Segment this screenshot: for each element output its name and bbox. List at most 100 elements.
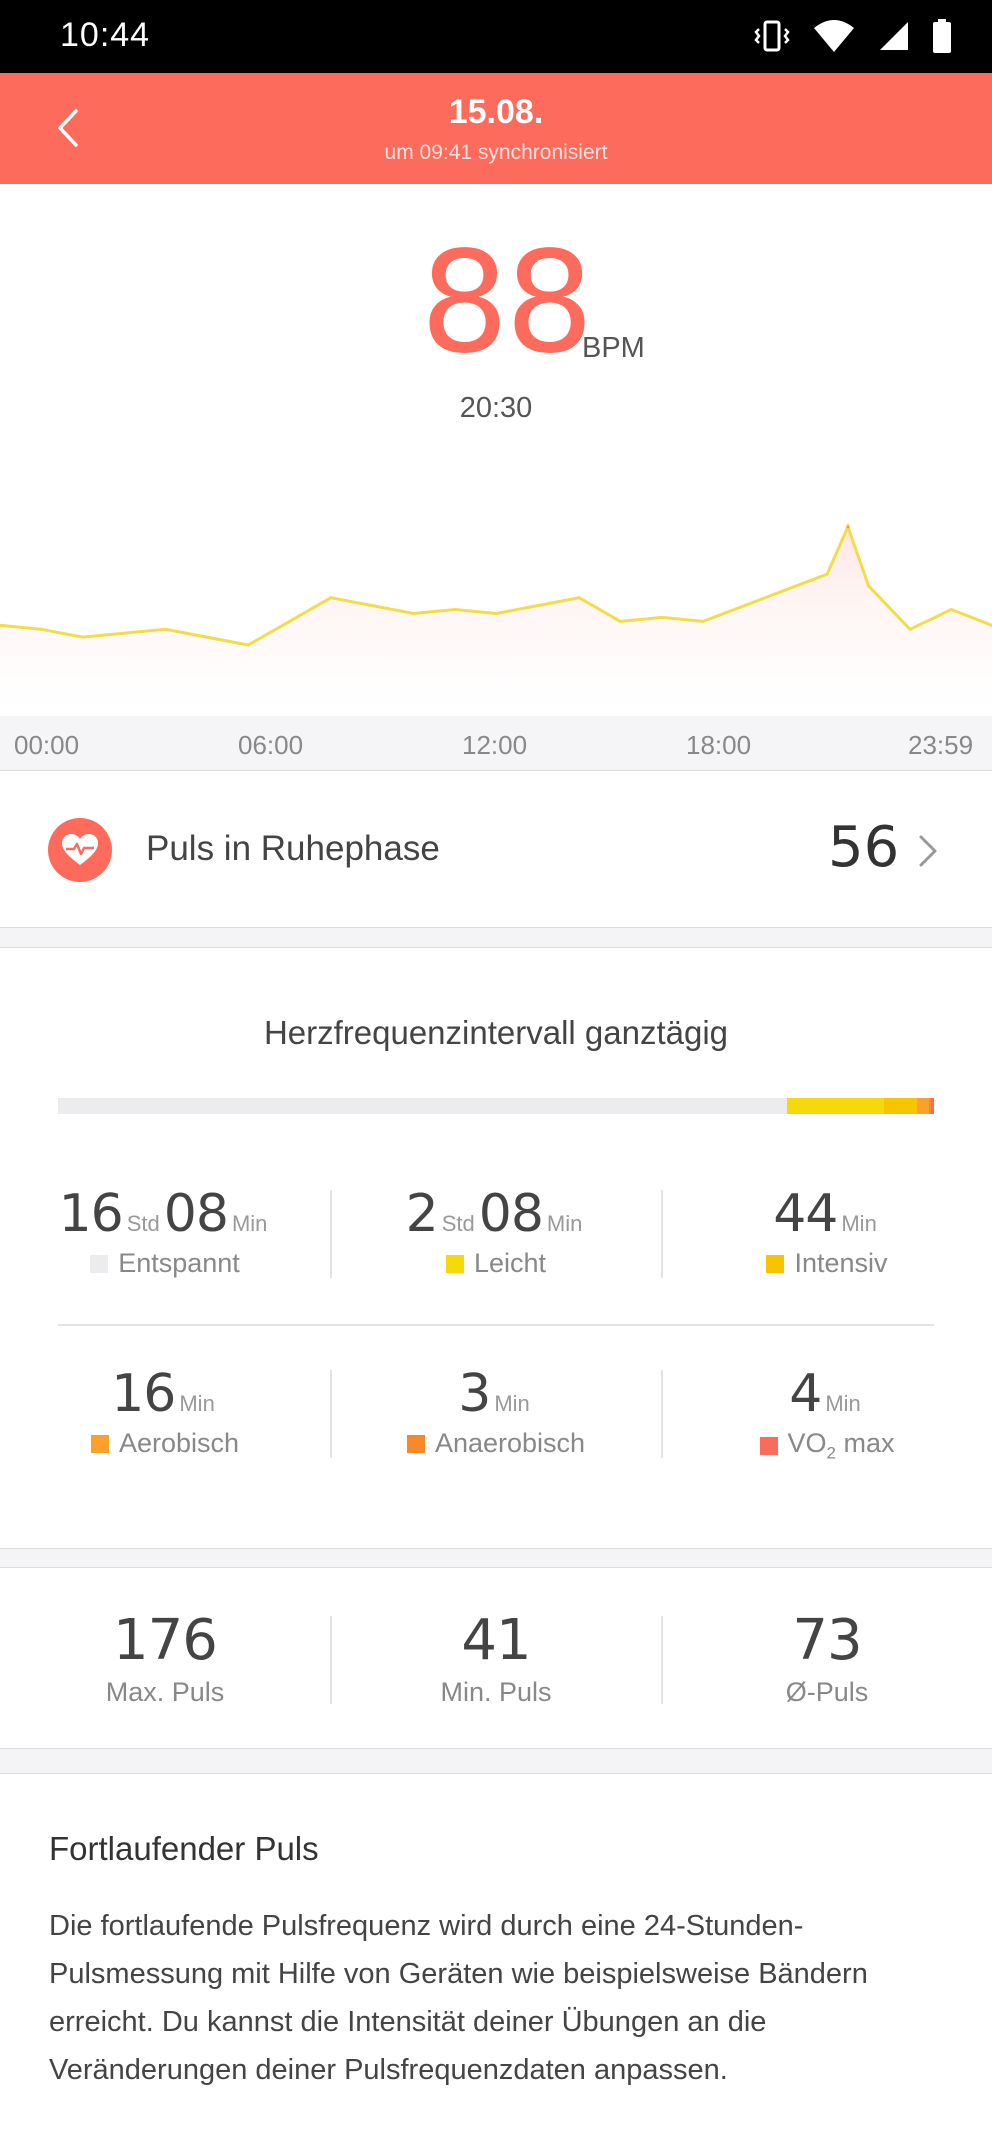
zone-bar-segment-vo2max — [930, 1098, 934, 1114]
zone-hours-unit: Std — [126, 1211, 160, 1236]
chevron-left-icon — [58, 109, 78, 147]
chart-point — [867, 584, 871, 588]
zone-minutes: 4 — [789, 1364, 822, 1424]
chart-point — [81, 635, 85, 639]
battery-icon — [933, 19, 951, 53]
min-pulse-value: 41 — [461, 1608, 531, 1673]
divider — [58, 1324, 934, 1326]
x-tick-label: 06:00 — [238, 730, 304, 760]
zone-bar-segment-light — [787, 1098, 884, 1114]
heart-rate-chart[interactable] — [0, 440, 992, 770]
avg-pulse-label: Ø-Puls — [785, 1677, 869, 1707]
avg-pulse: 73 Ø-Puls — [662, 1608, 992, 1708]
x-tick-label: 00:00 — [14, 730, 80, 760]
chart-point — [39, 627, 43, 631]
zone-minutes-unit: Min — [546, 1211, 583, 1236]
legend-swatch — [406, 1434, 425, 1453]
zone-label: Entspannt — [118, 1248, 240, 1278]
zone-hours: 2 — [405, 1184, 439, 1244]
app-header: 15.08. um 09:41 synchronisiert — [0, 73, 992, 184]
chart-point — [205, 635, 209, 639]
zone-minutes-unit: Min — [841, 1211, 877, 1236]
status-bar: 10:44 — [0, 0, 992, 73]
divider — [661, 1190, 663, 1278]
chart-x-axis: 00:00 06:00 12:00 18:00 23:59 — [0, 716, 992, 770]
chart-point — [949, 608, 953, 612]
max-pulse-value: 176 — [113, 1608, 218, 1673]
divider — [330, 1370, 332, 1458]
chart-point — [908, 627, 912, 631]
chart-point — [743, 604, 747, 608]
resting-label: Puls in Ruhephase — [146, 829, 440, 868]
heart-pulse-icon — [48, 818, 112, 882]
page-title: 15.08. — [448, 93, 544, 131]
chevron-right-icon — [919, 835, 937, 867]
zone-aerobic: 16 Min Aerobisch — [0, 1364, 330, 1459]
chart-point — [536, 604, 540, 608]
wifi-icon — [814, 20, 854, 52]
chart-point — [577, 596, 581, 600]
legend-swatch — [90, 1254, 109, 1273]
zone-minutes-unit: Min — [494, 1391, 530, 1416]
signal-icon — [880, 22, 908, 50]
resting-heart-rate-row[interactable]: Puls in Ruhephase 56 — [0, 771, 992, 927]
zone-minutes: 3 — [458, 1364, 491, 1424]
info-body: Die fortlaufende Pulsfrequenz wird durch… — [49, 1910, 868, 2086]
legend-swatch — [766, 1254, 785, 1273]
zone-minutes-unit: Min — [231, 1211, 268, 1236]
zone-vo2max: 4 Min VO2 max — [662, 1364, 992, 1463]
zone-bar-segment-anaerobic — [928, 1098, 931, 1114]
zone-label: Leicht — [473, 1248, 547, 1278]
chart-point — [288, 619, 292, 623]
zone-label: VO2 max — [787, 1428, 895, 1463]
chart-point — [0, 623, 2, 627]
chart-point — [701, 619, 705, 623]
zone-minutes: 16 — [111, 1364, 176, 1424]
zone-minutes-unit: Min — [825, 1391, 861, 1416]
chart-area — [0, 526, 992, 716]
chart-point — [660, 615, 664, 619]
chart-point — [122, 631, 126, 635]
zone-intensive: 44 Min Intensiv — [662, 1184, 992, 1279]
status-icons — [754, 16, 952, 56]
chart-point — [846, 525, 850, 529]
chart-point — [412, 611, 416, 615]
zone-bar-segment-relaxed — [58, 1098, 788, 1114]
zone-minutes: 08 — [478, 1184, 544, 1244]
heart-rate-zones: Herzfrequenzintervall ganztägig 16 Std08 M… — [0, 948, 992, 1548]
chart-point — [453, 608, 457, 612]
zone-relaxed: 16 Std08 Min Entspannt — [0, 1184, 330, 1279]
zone-minutes-unit: Min — [179, 1391, 215, 1416]
divider — [0, 770, 992, 771]
zone-label: Aerobisch — [118, 1428, 240, 1458]
section-gap — [0, 1748, 992, 1774]
back-button[interactable] — [48, 103, 88, 153]
zone-label: Anaerobisch — [434, 1428, 586, 1458]
zone-light: 2 Std08 Min Leicht — [331, 1184, 661, 1279]
legend-swatch — [90, 1434, 109, 1453]
zone-bar-segment-aerobic — [916, 1098, 929, 1114]
section-gap — [0, 927, 992, 948]
chart-point — [494, 611, 498, 615]
zone-anaerobic: 3 Min Anaerobisch — [331, 1364, 661, 1459]
min-pulse: 41 Min. Puls — [331, 1608, 661, 1708]
bpm-value: 88 — [420, 222, 594, 385]
resting-value: 56 — [828, 815, 900, 880]
legend-swatch — [445, 1254, 464, 1273]
chart-point — [825, 572, 829, 576]
divider — [661, 1616, 663, 1704]
chart-line — [0, 522, 992, 647]
x-tick-label: 18:00 — [686, 730, 752, 760]
zone-bar-segment-intensive — [883, 1098, 917, 1114]
zone-minutes: 08 — [163, 1184, 229, 1244]
divider — [330, 1616, 332, 1704]
divider — [330, 1190, 332, 1278]
info-title: Fortlaufender Puls — [49, 1830, 319, 1867]
x-tick-label: 12:00 — [462, 730, 528, 760]
chart-point — [163, 627, 167, 631]
chart-point — [246, 643, 250, 647]
vibrate-icon — [754, 20, 790, 52]
zone-hours-unit: Std — [441, 1211, 475, 1236]
x-tick-label: 23:59 — [908, 730, 974, 760]
bpm-time: 20:30 — [459, 392, 533, 424]
